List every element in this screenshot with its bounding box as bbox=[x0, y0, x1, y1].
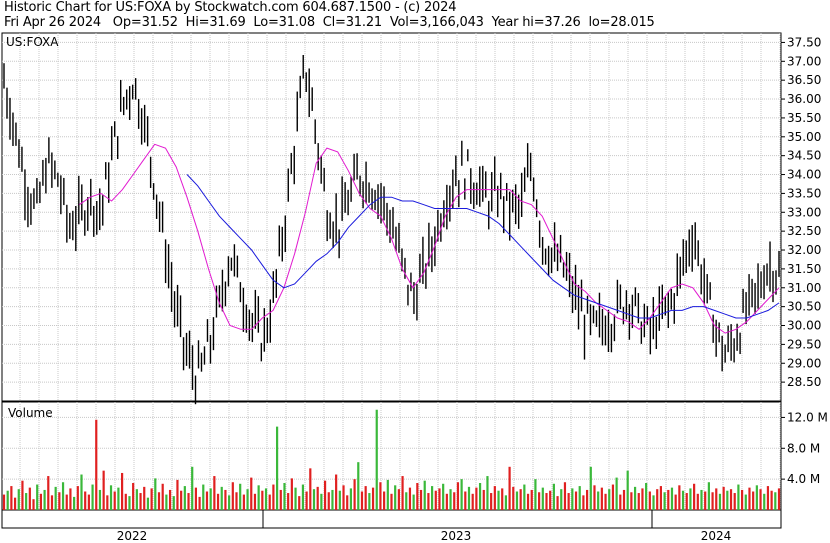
price-tick-label: 33.50 bbox=[787, 186, 821, 200]
volume-tick-label: 8.0 M bbox=[787, 441, 820, 455]
price-tick-label: 29.00 bbox=[787, 356, 821, 370]
chart-title: Historic Chart for US:FOXA by Stockwatch… bbox=[4, 0, 457, 15]
price-tick-label: 37.00 bbox=[787, 54, 821, 68]
volume-label: Volume bbox=[8, 406, 53, 420]
price-tick-label: 32.00 bbox=[787, 243, 821, 257]
price-tick-label: 34.50 bbox=[787, 149, 821, 163]
year-label: 2023 bbox=[441, 529, 472, 543]
price-tick-label: 29.50 bbox=[787, 337, 821, 351]
price-tick-label: 34.00 bbox=[787, 168, 821, 182]
price-tick-label: 30.00 bbox=[787, 319, 821, 333]
moving-average-long bbox=[186, 174, 780, 319]
price-tick-label: 37.50 bbox=[787, 35, 821, 49]
price-tick-label: 36.50 bbox=[787, 73, 821, 87]
quote-summary: Fri Apr 26 2024 Op=31.52 Hi=31.69 Lo=31.… bbox=[4, 15, 655, 30]
moving-average-short bbox=[79, 143, 780, 334]
volume-tick-label: 4.0 M bbox=[787, 472, 820, 486]
price-tick-label: 33.00 bbox=[787, 205, 821, 219]
date-axis-strip bbox=[1, 509, 782, 529]
price-tick-label: 36.00 bbox=[787, 92, 821, 106]
year-label: 2022 bbox=[117, 529, 148, 543]
price-tick-label: 35.00 bbox=[787, 130, 821, 144]
price-tick-label: 31.00 bbox=[787, 281, 821, 295]
price-tick-label: 30.50 bbox=[787, 300, 821, 314]
price-tick-label: 32.50 bbox=[787, 224, 821, 238]
price-tick-label: 35.50 bbox=[787, 111, 821, 125]
volume-tick-label: 12.0 M bbox=[787, 410, 828, 424]
price-tick-label: 31.50 bbox=[787, 262, 821, 276]
symbol-label: US:FOXA bbox=[6, 35, 59, 49]
volume-panel bbox=[1, 401, 782, 511]
price-tick-label: 28.50 bbox=[787, 375, 821, 389]
price-panel bbox=[1, 32, 782, 402]
year-label: 2024 bbox=[701, 529, 732, 543]
